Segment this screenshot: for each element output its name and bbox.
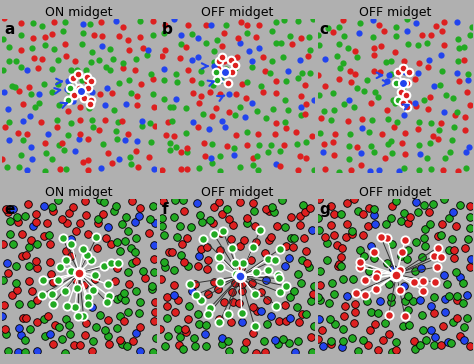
Text: f: f: [162, 202, 168, 217]
Title: OFF midget: OFF midget: [359, 186, 431, 199]
Title: ON midget: ON midget: [46, 5, 113, 19]
Title: OFF midget: OFF midget: [201, 186, 273, 199]
Text: e: e: [4, 202, 14, 217]
Text: a: a: [4, 21, 14, 37]
Title: OFF midget: OFF midget: [201, 5, 273, 19]
Text: b: b: [162, 21, 173, 37]
Text: c: c: [320, 21, 329, 37]
Title: ON midget: ON midget: [46, 186, 113, 199]
Title: OFF midget: OFF midget: [359, 5, 431, 19]
Text: g: g: [320, 202, 330, 217]
